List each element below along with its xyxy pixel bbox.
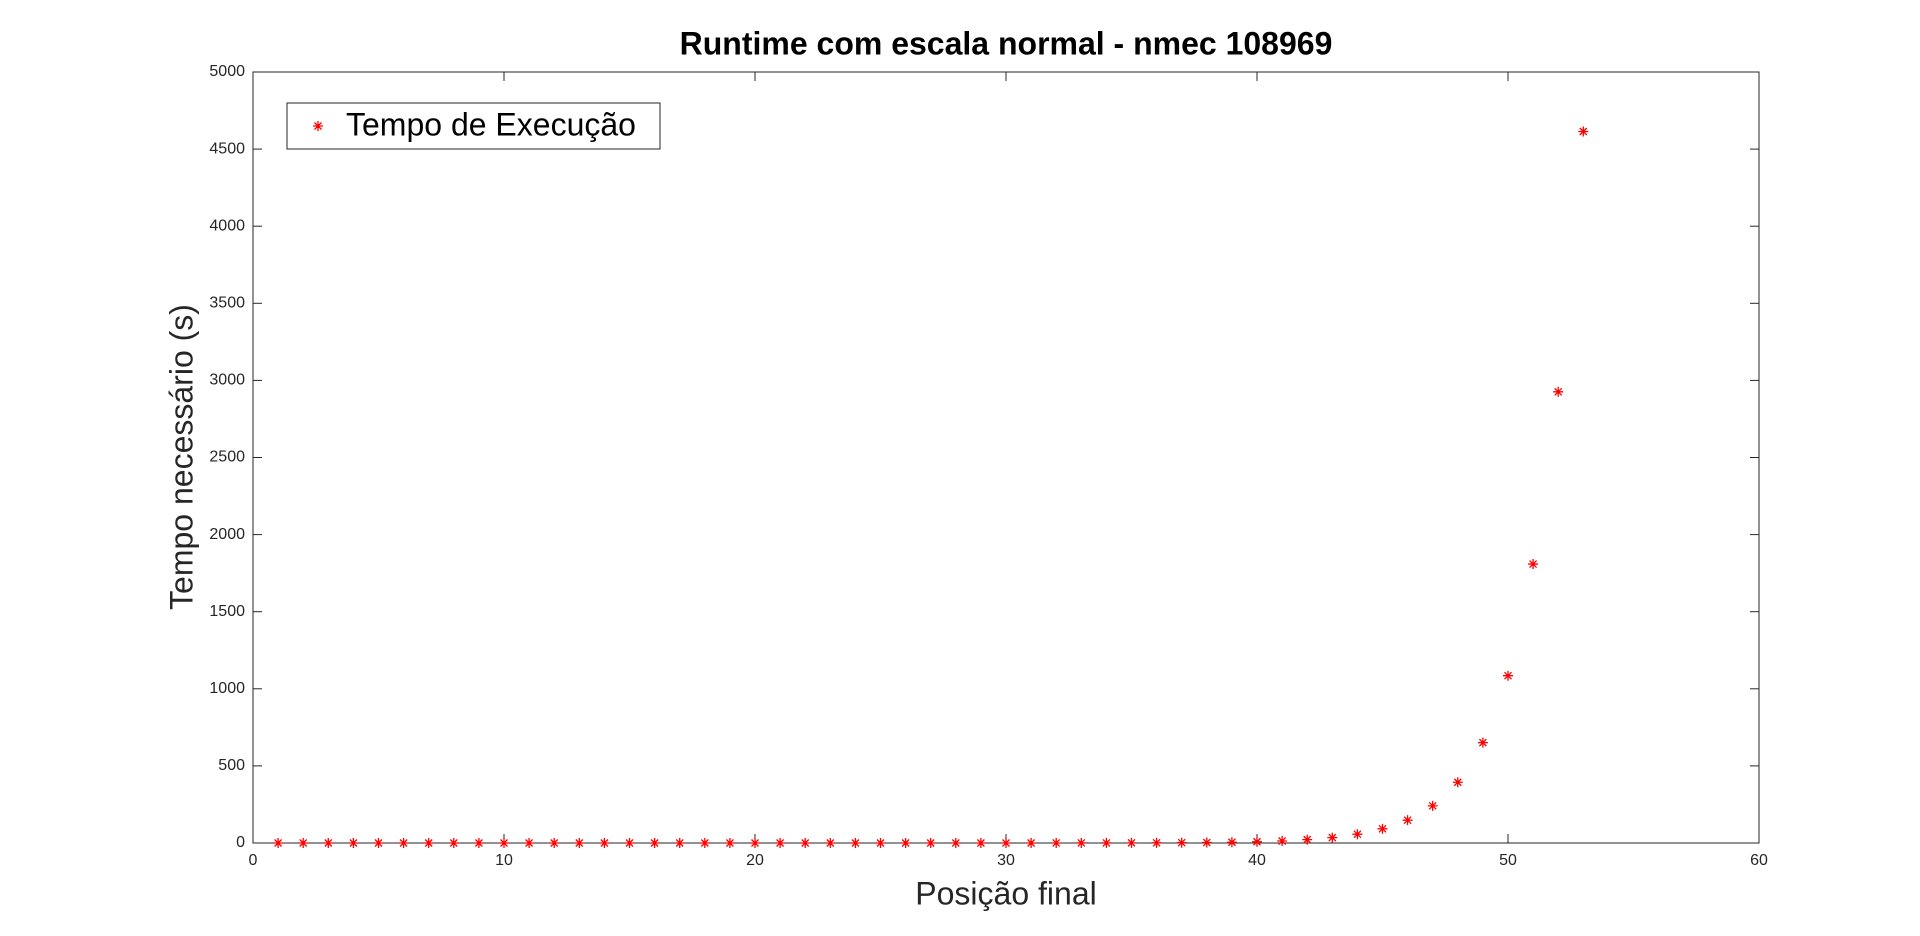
y-tick-label: 3000 (209, 372, 245, 389)
point (1252, 836, 1262, 847)
x-tick-label: 30 (997, 852, 1015, 869)
point (1528, 559, 1539, 570)
point (323, 838, 334, 848)
point (724, 838, 735, 848)
point (1427, 800, 1438, 811)
legend-marker (313, 121, 323, 131)
legend-box (286, 102, 661, 150)
point (1126, 837, 1137, 848)
point (273, 838, 284, 848)
point (1452, 777, 1463, 788)
point (1302, 834, 1313, 845)
y-tick-label: 4000 (209, 217, 245, 234)
point (1553, 386, 1564, 397)
point (1352, 829, 1363, 840)
y-tick-label: 1000 (209, 680, 245, 697)
plot-box (252, 71, 1760, 844)
point (298, 838, 309, 848)
point (674, 838, 685, 848)
point (1226, 837, 1237, 848)
point (348, 838, 359, 848)
point (775, 838, 786, 848)
point (1277, 835, 1288, 846)
point (1076, 837, 1087, 848)
y-tick-label: 4500 (209, 140, 245, 157)
point (975, 837, 986, 848)
point (624, 838, 635, 848)
point (699, 838, 710, 848)
point (599, 838, 610, 848)
point (1151, 837, 1162, 848)
point (900, 838, 911, 848)
point (1176, 837, 1187, 848)
point (1327, 832, 1338, 843)
point (875, 838, 886, 848)
point (825, 838, 836, 848)
point (448, 838, 459, 848)
point (499, 838, 509, 848)
legend-label: Tempo de Execução (346, 106, 636, 142)
point (850, 838, 861, 848)
point (750, 838, 760, 848)
point (950, 837, 961, 848)
point (800, 838, 811, 848)
x-tick-label: 10 (495, 852, 513, 869)
y-tick-label: 5000 (209, 63, 245, 80)
point (1051, 837, 1062, 848)
chart-title: Runtime com escala normal - nmec 108969 (680, 25, 1333, 61)
x-tick-label: 0 (249, 852, 258, 869)
point (649, 838, 660, 848)
y-tick-label: 2500 (209, 449, 245, 466)
x-tick-label: 50 (1499, 852, 1517, 869)
y-tick-label: 3500 (209, 295, 245, 312)
point (1503, 670, 1513, 681)
point (524, 838, 535, 848)
point (1201, 837, 1212, 848)
x-tick-label: 60 (1750, 852, 1768, 869)
point (1402, 815, 1413, 826)
y-tick-label: 500 (218, 757, 245, 774)
y-tick-label: 2000 (209, 526, 245, 543)
point (398, 838, 409, 848)
y-axis-label: Tempo necessário (s) (163, 304, 199, 610)
point (423, 838, 434, 848)
point (1001, 837, 1011, 848)
point (373, 838, 384, 848)
point (473, 838, 484, 848)
y-tick-label: 0 (236, 834, 245, 851)
x-tick-label: 40 (1248, 852, 1266, 869)
y-tick-label: 1500 (209, 603, 245, 620)
point (574, 838, 585, 848)
point (925, 838, 936, 848)
point (549, 838, 560, 848)
point (1578, 126, 1589, 137)
x-tick-label: 20 (746, 852, 764, 869)
point (1377, 823, 1388, 834)
point (1101, 837, 1112, 848)
x-axis-label: Posição final (915, 875, 1096, 911)
point (1477, 737, 1488, 748)
point (1026, 837, 1037, 848)
